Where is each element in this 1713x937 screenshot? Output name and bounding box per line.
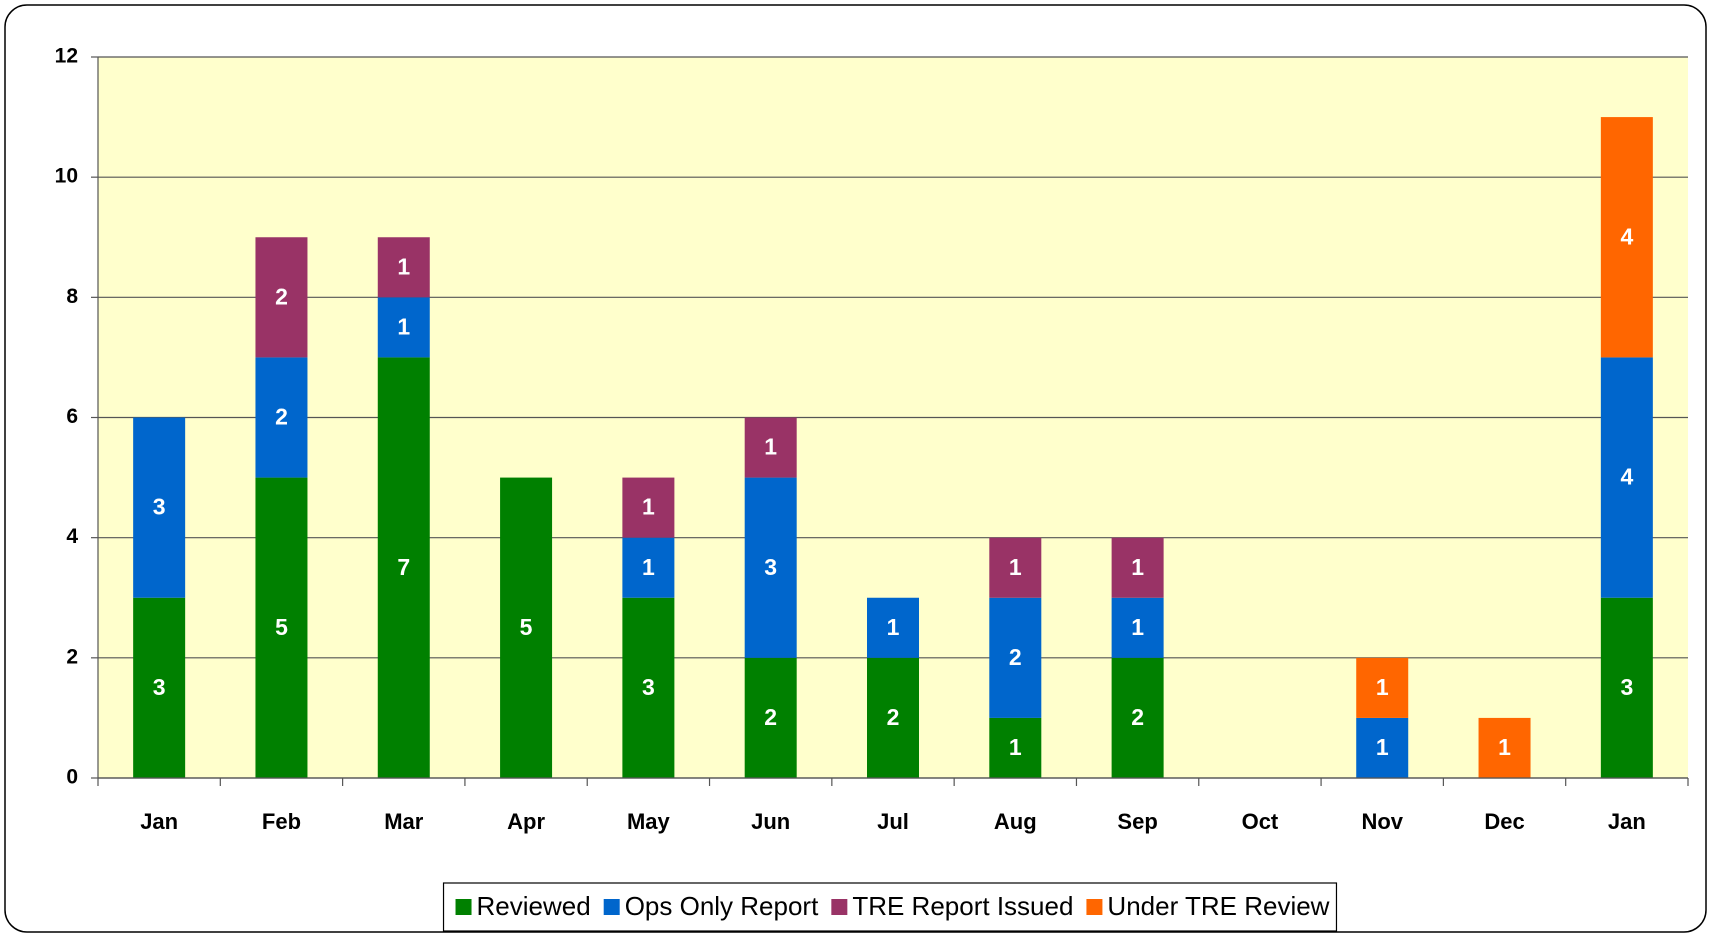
bar-segment (867, 597, 919, 658)
data-label: 5 (520, 614, 533, 640)
data-label: 7 (397, 554, 410, 580)
bar-segment (255, 237, 308, 358)
x-tick-label: Sep (1117, 809, 1157, 834)
bar-segment (255, 357, 308, 478)
legend-swatch (455, 899, 472, 915)
bar-segment (1600, 597, 1653, 778)
data-label: 1 (1376, 674, 1389, 700)
bar-segment (1600, 357, 1653, 598)
data-label: 3 (153, 494, 166, 520)
x-tick-label: May (627, 809, 671, 834)
data-label: 1 (397, 253, 410, 279)
bar-segment (989, 597, 1042, 718)
legend-label: TRE Report Issued (852, 891, 1073, 921)
y-tick-label: 6 (66, 405, 78, 428)
bar-segment (1111, 537, 1164, 598)
data-label: 3 (764, 554, 777, 580)
x-tick-label: Aug (994, 809, 1037, 834)
y-tick-label: 0 (66, 766, 78, 789)
data-label: 2 (1131, 704, 1144, 730)
bar-segment (744, 657, 797, 778)
data-label: 1 (764, 434, 777, 460)
legend-label: Reviewed (477, 891, 591, 921)
legend-swatch (1086, 899, 1103, 915)
x-tick-label: Nov (1361, 809, 1403, 834)
bar-segment (622, 477, 675, 538)
legend-label: Under TRE Review (1107, 891, 1329, 921)
y-tick-label: 10 (55, 165, 78, 188)
data-label: 1 (642, 554, 655, 580)
bar-segment (133, 417, 186, 598)
legend: Reviewed Ops Only Report TRE Report Issued… (442, 882, 1338, 932)
y-tick-label: 12 (55, 45, 78, 68)
y-tick-label: 2 (66, 645, 78, 668)
bar-segment (377, 357, 430, 778)
data-label: 1 (642, 494, 655, 520)
x-tick-label: Jun (751, 809, 790, 834)
bar-segment (1111, 597, 1164, 658)
x-tick-label: Oct (1242, 809, 1279, 834)
legend-label: Ops Only Report (625, 891, 819, 921)
legend-swatch (831, 899, 848, 915)
data-label: 1 (1376, 734, 1389, 760)
x-tick-label: Apr (507, 809, 545, 834)
bar-segment (377, 297, 430, 358)
data-label: 2 (275, 283, 288, 309)
x-tick-label: Dec (1484, 809, 1524, 834)
data-label: 1 (1498, 734, 1511, 760)
data-label: 1 (1131, 614, 1144, 640)
bar-segment (377, 237, 430, 298)
bar-segment (133, 597, 186, 778)
data-label: 1 (887, 614, 900, 640)
bar-segment (744, 477, 797, 658)
data-label: 3 (642, 674, 655, 700)
data-label: 1 (1009, 734, 1022, 760)
x-tick-label: Jan (1608, 809, 1646, 834)
bar-segment (1356, 657, 1409, 718)
bar-segment (1600, 117, 1653, 358)
bar-segment (500, 477, 553, 778)
data-label: 3 (153, 674, 166, 700)
x-tick-label: Feb (262, 809, 301, 834)
y-tick-label: 8 (66, 285, 78, 308)
x-tick-label: Jul (877, 809, 909, 834)
legend-box (442, 882, 1338, 932)
bar-segment (1356, 717, 1409, 778)
bar-segment (622, 537, 675, 598)
bar-segment (255, 477, 308, 778)
y-tick-label: 4 (66, 525, 78, 548)
bar-segment (867, 657, 919, 778)
data-label: 3 (1620, 674, 1633, 700)
data-label: 2 (1009, 644, 1022, 670)
bar-segment (989, 537, 1042, 598)
legend-swatch (603, 899, 620, 915)
data-label: 5 (275, 614, 288, 640)
data-label: 4 (1620, 223, 1633, 249)
data-label: 2 (275, 404, 288, 430)
data-label: 1 (1009, 554, 1022, 580)
bar-segment (744, 417, 797, 478)
data-label: 1 (397, 313, 410, 339)
bar-segment (1111, 657, 1164, 778)
x-tick-label: Mar (384, 809, 424, 834)
data-label: 2 (764, 704, 777, 730)
bar-segment (989, 717, 1042, 778)
bar-segment (622, 597, 675, 778)
x-tick-label: Jan (140, 809, 178, 834)
data-label: 4 (1620, 464, 1633, 490)
data-label: 1 (1131, 554, 1144, 580)
bar-segment (1478, 717, 1531, 778)
data-label: 2 (887, 704, 900, 730)
